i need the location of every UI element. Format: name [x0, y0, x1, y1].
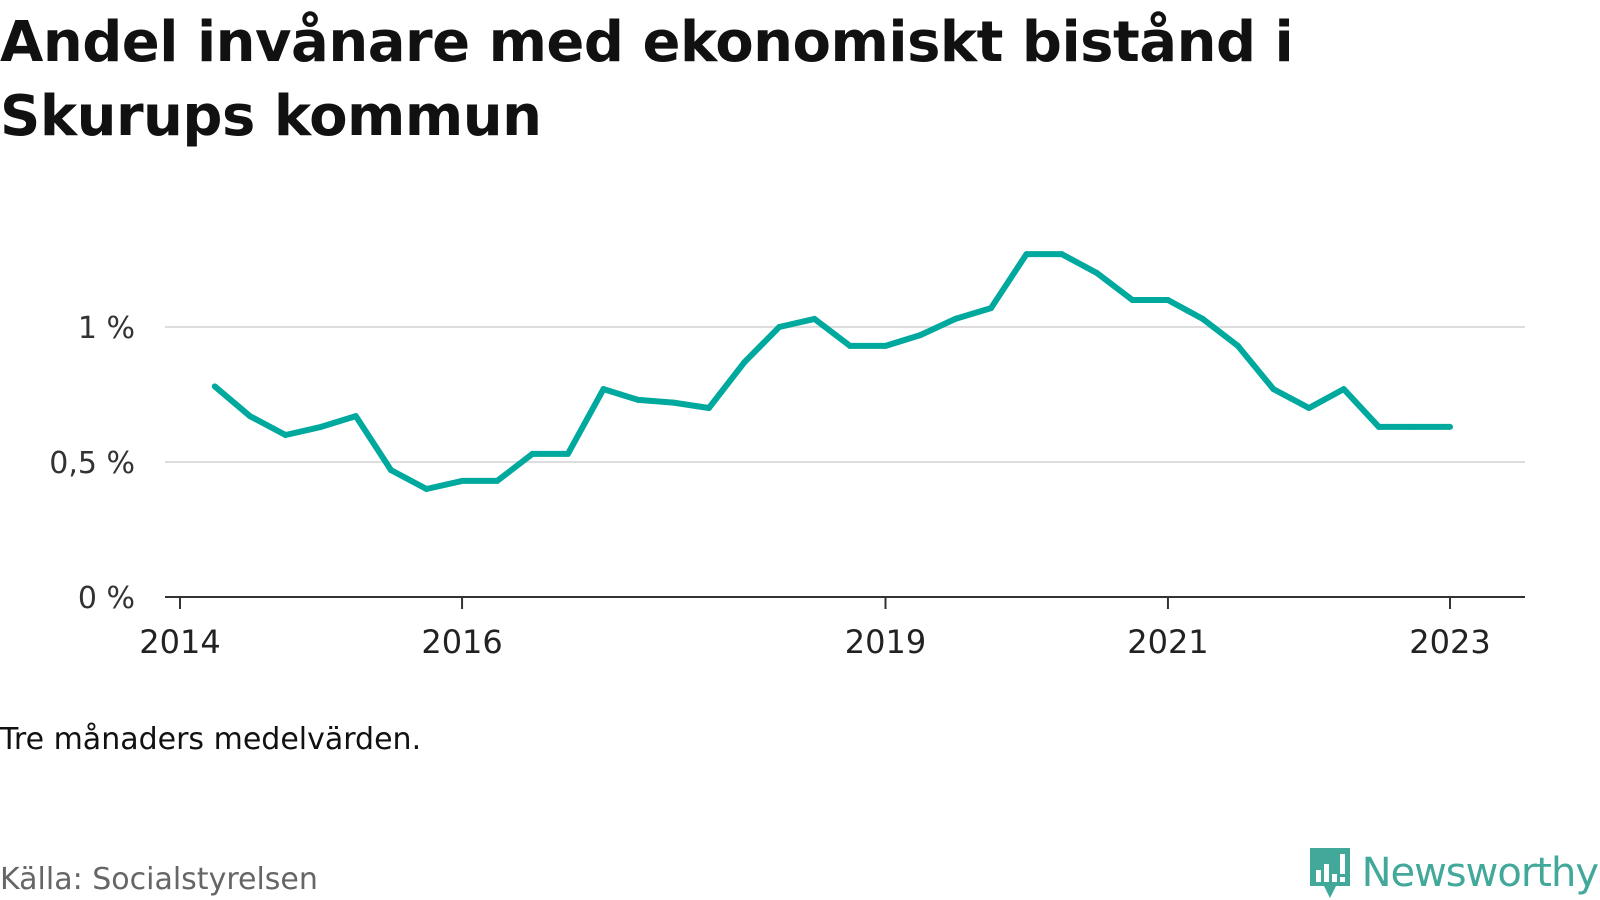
data-point — [705, 405, 712, 411]
data-point — [952, 315, 959, 322]
data-point — [1340, 386, 1347, 393]
y-axis-ticks: 0 % 0,5 % 1 % — [49, 311, 135, 616]
data-point — [352, 413, 359, 420]
data-point — [846, 342, 853, 349]
data-point — [987, 305, 994, 312]
data-point — [246, 413, 253, 420]
data-point — [1023, 251, 1030, 258]
data-point — [564, 450, 571, 457]
data-point — [529, 450, 536, 457]
y-tick-label: 0,5 % — [49, 446, 135, 481]
data-point — [1447, 423, 1453, 430]
newsworthy-chart-bubble-icon — [1309, 848, 1350, 898]
data-point — [211, 383, 218, 390]
data-point — [741, 359, 748, 366]
data-point — [811, 315, 818, 322]
chart-title: Andel invånare med ekonomiskt bistånd i … — [0, 10, 1294, 149]
data-point — [917, 332, 924, 339]
data-point — [387, 467, 394, 474]
data-point — [1270, 386, 1277, 393]
data-point — [1234, 342, 1241, 349]
y-tick-label: 0 % — [78, 581, 135, 616]
data-point — [1058, 251, 1065, 258]
data-point — [494, 477, 501, 484]
source-credit: Källa: Socialstyrelsen — [0, 862, 318, 897]
data-point — [1164, 297, 1171, 303]
data-point — [1375, 423, 1382, 430]
x-tick-label: 2019 — [845, 623, 926, 661]
data-point — [776, 324, 783, 330]
data-point — [318, 423, 325, 430]
chart-note: Tre månaders medelvärden. — [0, 722, 422, 757]
x-tick-label: 2014 — [139, 623, 220, 661]
brand-logo: Newsworthy — [1308, 846, 1599, 900]
x-tick-label: 2023 — [1409, 623, 1490, 661]
data-point — [282, 432, 289, 438]
data-point — [1093, 270, 1100, 276]
brand-name: Newsworthy — [1361, 850, 1599, 896]
x-tick-label: 2021 — [1127, 623, 1208, 661]
data-point — [1129, 297, 1136, 303]
data-point — [635, 396, 642, 403]
data-point — [600, 386, 607, 393]
data-point — [882, 342, 889, 349]
data-point — [459, 477, 466, 484]
data-point — [1199, 315, 1206, 322]
data-point — [423, 486, 430, 492]
data-point — [670, 399, 677, 406]
series-layer — [211, 251, 1453, 492]
x-axis-ticks: 2014 2016 2019 2021 2023 — [139, 597, 1491, 661]
gridlines — [165, 326, 1525, 463]
x-tick-label: 2016 — [421, 623, 502, 661]
series-line — [212, 251, 1450, 492]
y-tick-label: 1 % — [78, 311, 135, 346]
data-point — [1305, 405, 1312, 411]
data-point — [1411, 423, 1418, 430]
